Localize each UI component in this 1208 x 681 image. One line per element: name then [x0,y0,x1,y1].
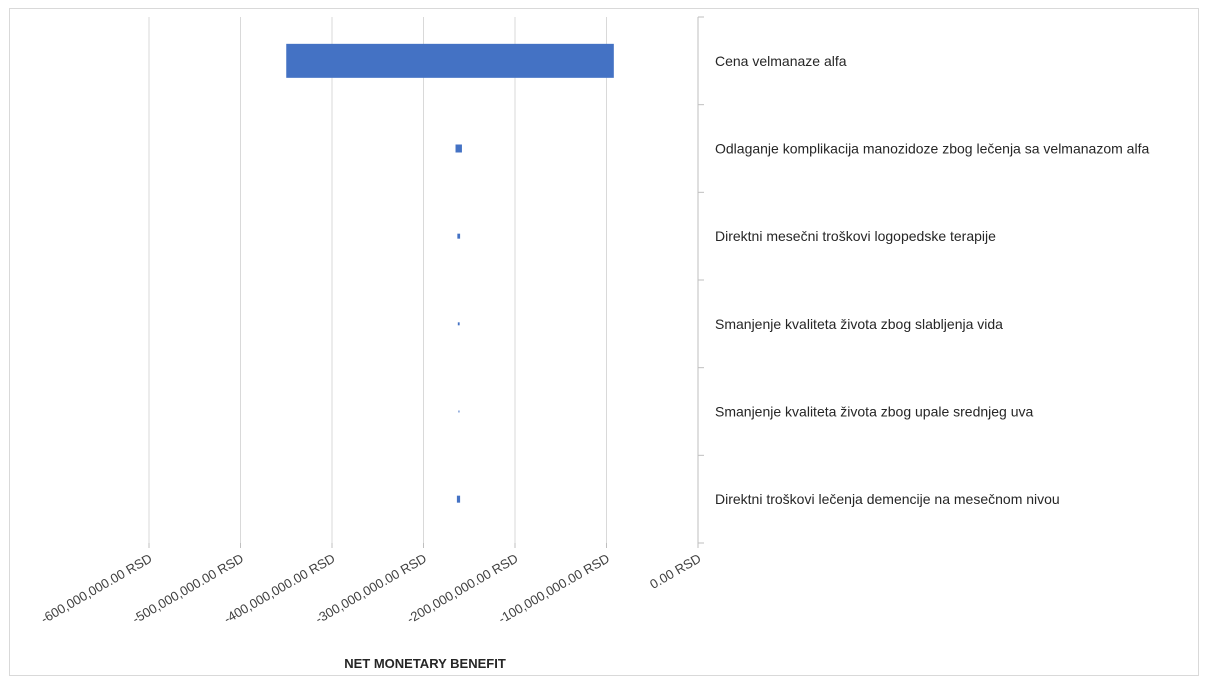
bar [455,144,462,153]
category-label: Smanjenje kvaliteta života zbog upale sr… [715,404,1034,420]
category-label: Smanjenje kvaliteta života zbog slabljen… [715,316,1003,332]
bar [457,233,461,239]
category-labels: Cena velmanaze alfa Odlaganje komplikacij… [715,53,1149,507]
bar [286,43,614,78]
x-tick-labels: -600,000,000.00 RSD-500,000,000.00 RSD-4… [38,551,703,627]
right-category-axis [697,16,704,544]
bars [286,43,614,503]
category-label: Cena velmanaze alfa [715,53,847,69]
x-axis-title: NET MONETARY BENEFIT [344,656,506,671]
bar [456,495,461,503]
bar [457,322,460,326]
category-label: Direktni mesečni troškovi logopedske ter… [715,228,996,244]
x-tick-label: 0.00 RSD [647,551,703,592]
gridlines [148,17,699,548]
category-label: Odlaganje komplikacija manozidoze zbog l… [715,141,1149,157]
chart-frame: -600,000,000.00 RSD -500,000,000.00 RSD -4… [9,8,1199,676]
tornado-chart: -600,000,000.00 RSD-500,000,000.00 RSD-4… [38,16,1149,671]
category-label: Direktni troškovi lečenja demencije na m… [715,491,1060,507]
bar [458,410,460,413]
